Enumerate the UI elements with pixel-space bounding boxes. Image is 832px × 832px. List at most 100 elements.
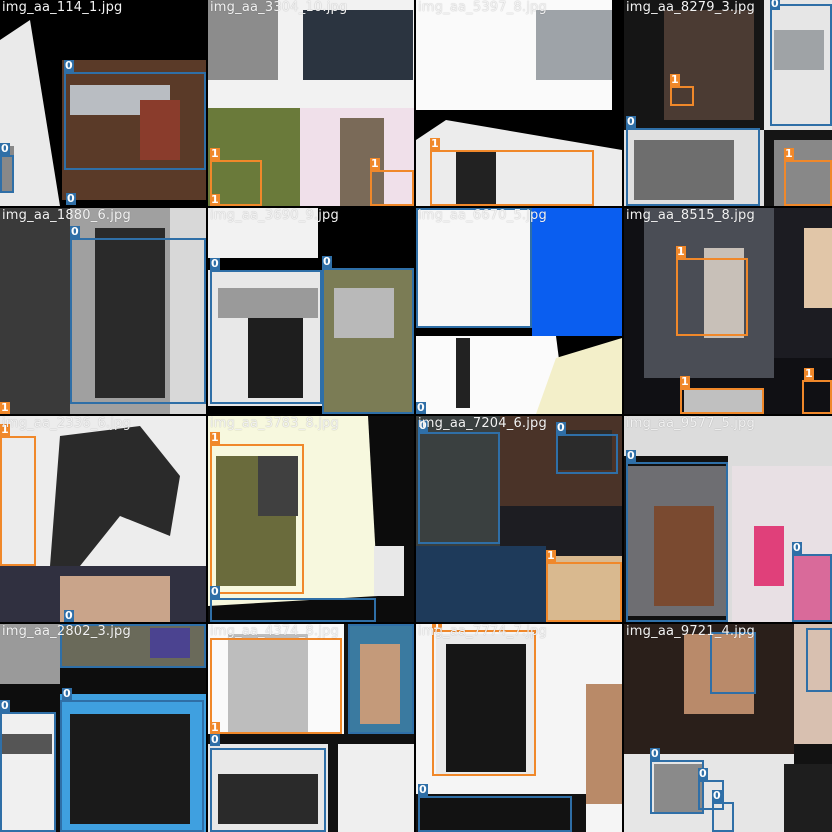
bbox-class0 xyxy=(712,802,734,832)
tile-image xyxy=(624,0,832,206)
bbox-label: 1 xyxy=(432,624,442,632)
tile-image xyxy=(0,416,206,622)
bbox-class0 xyxy=(64,72,206,170)
tile-title: img_aa_3690_9.jpg xyxy=(210,208,339,223)
tile-image xyxy=(0,208,206,414)
bbox-class1 xyxy=(432,630,536,776)
bbox-label: 0 xyxy=(650,747,660,760)
bbox-label: 0 xyxy=(210,257,220,270)
tile-title: img_aa_2802_3.jpg xyxy=(2,624,131,639)
tile-image xyxy=(208,0,414,206)
tile-image xyxy=(416,208,622,414)
tile: 1 1 1 img_aa_8515_8.jpg xyxy=(624,208,832,414)
tile-title: img_aa_3304_10.jpg xyxy=(210,0,348,15)
bbox-class0 xyxy=(792,554,832,622)
tile: 0 1 img_aa_1880_6.jpg xyxy=(0,208,206,414)
bbox-label: 1 xyxy=(0,423,10,436)
bbox-label: 0 xyxy=(556,421,566,434)
bbox-class0 xyxy=(60,700,204,832)
bbox-label: 1 xyxy=(804,367,814,380)
bbox-class1 xyxy=(676,258,748,336)
tile-image xyxy=(624,416,832,622)
bbox-label: 1 xyxy=(210,193,220,206)
tile-image xyxy=(0,0,206,206)
tile: 0 0 img_aa_3690_9.jpg xyxy=(208,208,414,414)
bbox-label: 0 xyxy=(210,585,220,598)
bbox-label: 1 xyxy=(680,375,690,388)
bbox-class0 xyxy=(650,760,704,814)
bbox-class1 xyxy=(680,388,764,414)
bbox-class0 xyxy=(626,462,728,622)
tile-image xyxy=(624,208,832,414)
bbox-label: 0 xyxy=(66,192,76,205)
tile: 1 0 img_aa_2336_6.jpg xyxy=(0,416,206,622)
tile-title: img_aa_9577_5.jpg xyxy=(626,416,755,431)
tile: 1 0 0 1 img_aa_8279_3.jpg xyxy=(624,0,832,206)
bbox-class1 xyxy=(210,638,342,734)
bbox-class1 xyxy=(670,86,694,106)
bbox-class0 xyxy=(416,208,532,328)
bbox-label: 0 xyxy=(322,255,332,268)
bbox-class0 xyxy=(698,780,724,810)
bbox-class0 xyxy=(0,712,56,832)
bbox-label: 0 xyxy=(0,142,10,155)
tile: 0 0 0 img_aa_9721_4.jpg xyxy=(624,624,832,832)
tile-title: img_aa_114_1.jpg xyxy=(2,0,123,15)
bbox-label: 0 xyxy=(64,59,74,72)
bbox-class1 xyxy=(546,562,622,622)
bbox-class1 xyxy=(0,436,36,566)
tile: 0 0 0 img_aa_114_1.jpg xyxy=(0,0,206,206)
bbox-class0 xyxy=(710,632,756,694)
bbox-class0 xyxy=(210,270,322,404)
tile-image xyxy=(208,208,414,414)
bbox-class1 xyxy=(210,444,304,594)
tile: 1 0 img_aa_4374_8.jpg xyxy=(208,624,414,832)
tile-image xyxy=(208,624,414,832)
tile: 1 img_aa_5397_8.jpg xyxy=(416,0,622,206)
bbox-class1 xyxy=(430,150,594,206)
bbox-label: 1 xyxy=(210,721,220,734)
bbox-class0 xyxy=(322,268,414,414)
bbox-label: 0 xyxy=(792,541,802,554)
bbox-label: 0 xyxy=(210,733,220,746)
bbox-label: 1 xyxy=(210,431,220,444)
bbox-label: 1 xyxy=(676,245,686,258)
bbox-label: 0 xyxy=(626,115,636,128)
tile-image xyxy=(208,416,414,622)
bbox-label: 0 xyxy=(418,783,428,796)
bbox-label: 1 xyxy=(0,401,10,414)
tile-title: img_aa_7774_7.jpg xyxy=(418,624,547,639)
tile-image xyxy=(416,0,622,206)
tile-title: img_aa_3783_8.jpg xyxy=(210,416,339,431)
tile: 0 0 1 img_aa_7204_6.jpg xyxy=(416,416,622,622)
bbox-label: 0 xyxy=(416,401,426,414)
bbox-class0 xyxy=(806,628,832,692)
tile: 1 1 1 img_aa_3304_10.jpg xyxy=(208,0,414,206)
bbox-label: 1 xyxy=(546,549,556,562)
tile: 1 0 img_aa_7774_7.jpg xyxy=(416,624,622,832)
bbox-class1 xyxy=(210,160,262,206)
tile-title: img_aa_8279_3.jpg xyxy=(626,0,755,15)
tile-title: img_aa_7204_6.jpg xyxy=(418,416,547,431)
bbox-label: 1 xyxy=(370,157,380,170)
bbox-label: 0 xyxy=(0,699,10,712)
bbox-class0 xyxy=(770,4,832,126)
bbox-class0 xyxy=(210,598,376,622)
tile-image xyxy=(624,624,832,832)
tile: 0 img_aa_6670_5.jpg xyxy=(416,208,622,414)
bbox-label: 0 xyxy=(70,225,80,238)
tile-title: img_aa_1880_6.jpg xyxy=(2,208,131,223)
bbox-label: 0 xyxy=(62,687,72,700)
bbox-class0 xyxy=(626,128,760,206)
bbox-class0 xyxy=(60,624,206,668)
tile-title: img_aa_9721_4.jpg xyxy=(626,624,755,639)
bbox-class0 xyxy=(418,432,500,544)
bbox-label: 0 xyxy=(698,767,708,780)
tile-image xyxy=(0,624,206,832)
bbox-label: 0 xyxy=(418,419,428,432)
bbox-label: 1 xyxy=(430,137,440,150)
tile-title: img_aa_2336_6.jpg xyxy=(2,416,131,431)
bbox-label: 1 xyxy=(210,147,220,160)
bbox-class0 xyxy=(348,624,414,734)
